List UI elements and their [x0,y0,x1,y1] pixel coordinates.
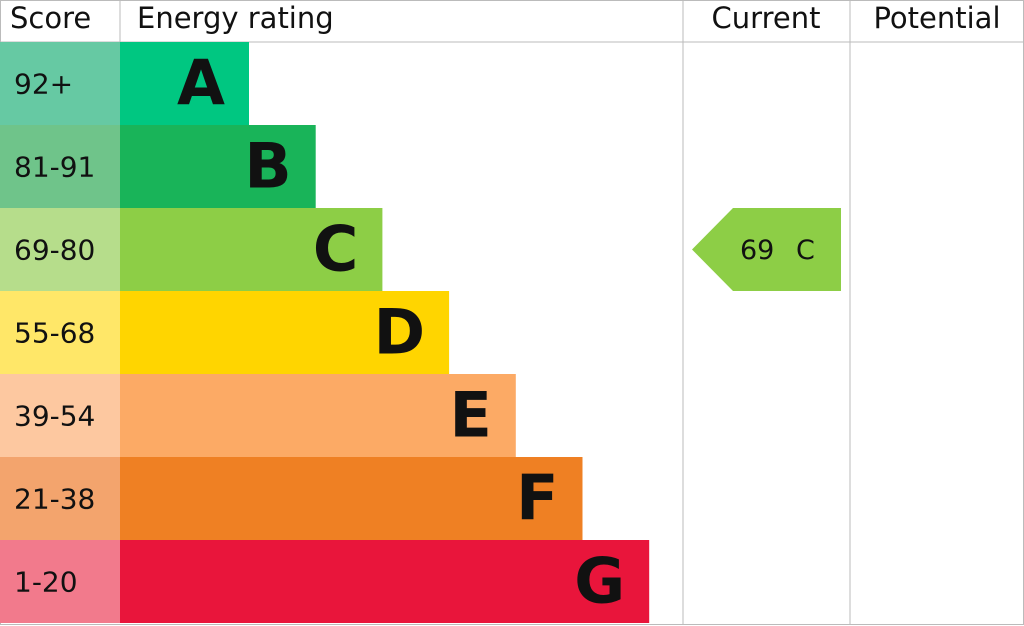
header-score: Score [10,1,91,35]
score-cell [0,42,120,125]
rating-bar [120,208,383,291]
current-rating: C [796,235,815,266]
score-range: 69-80 [14,234,95,267]
score-cell [0,291,120,374]
score-range: 21-38 [14,483,95,516]
rating-letter: B [244,130,291,203]
score-range: 92+ [14,68,73,101]
current-arrow [692,208,841,291]
header-energy-rating: Energy rating [137,1,334,35]
rating-letter: D [374,296,425,369]
rating-bar [120,291,450,374]
rating-bar [120,125,316,208]
header-current: Current [712,1,821,35]
score-cell [0,374,120,457]
current-score: 69 [740,235,774,266]
rating-bar [120,457,583,540]
score-range: 39-54 [14,400,95,433]
rating-letter: F [516,462,558,535]
rating-letter: C [313,213,359,286]
rating-letter: E [449,379,491,452]
score-cell [0,540,120,623]
score-range: 81-91 [14,151,95,184]
score-cell [0,208,120,291]
rating-letter: G [574,545,625,618]
score-range: 1-20 [14,566,78,599]
rating-bar [120,42,249,125]
rating-bar [120,374,516,457]
score-cell [0,125,120,208]
header-potential: Potential [873,1,1000,35]
score-range: 55-68 [14,317,95,350]
rating-bar [120,540,650,623]
score-cell [0,457,120,540]
rating-letter: A [177,47,225,120]
